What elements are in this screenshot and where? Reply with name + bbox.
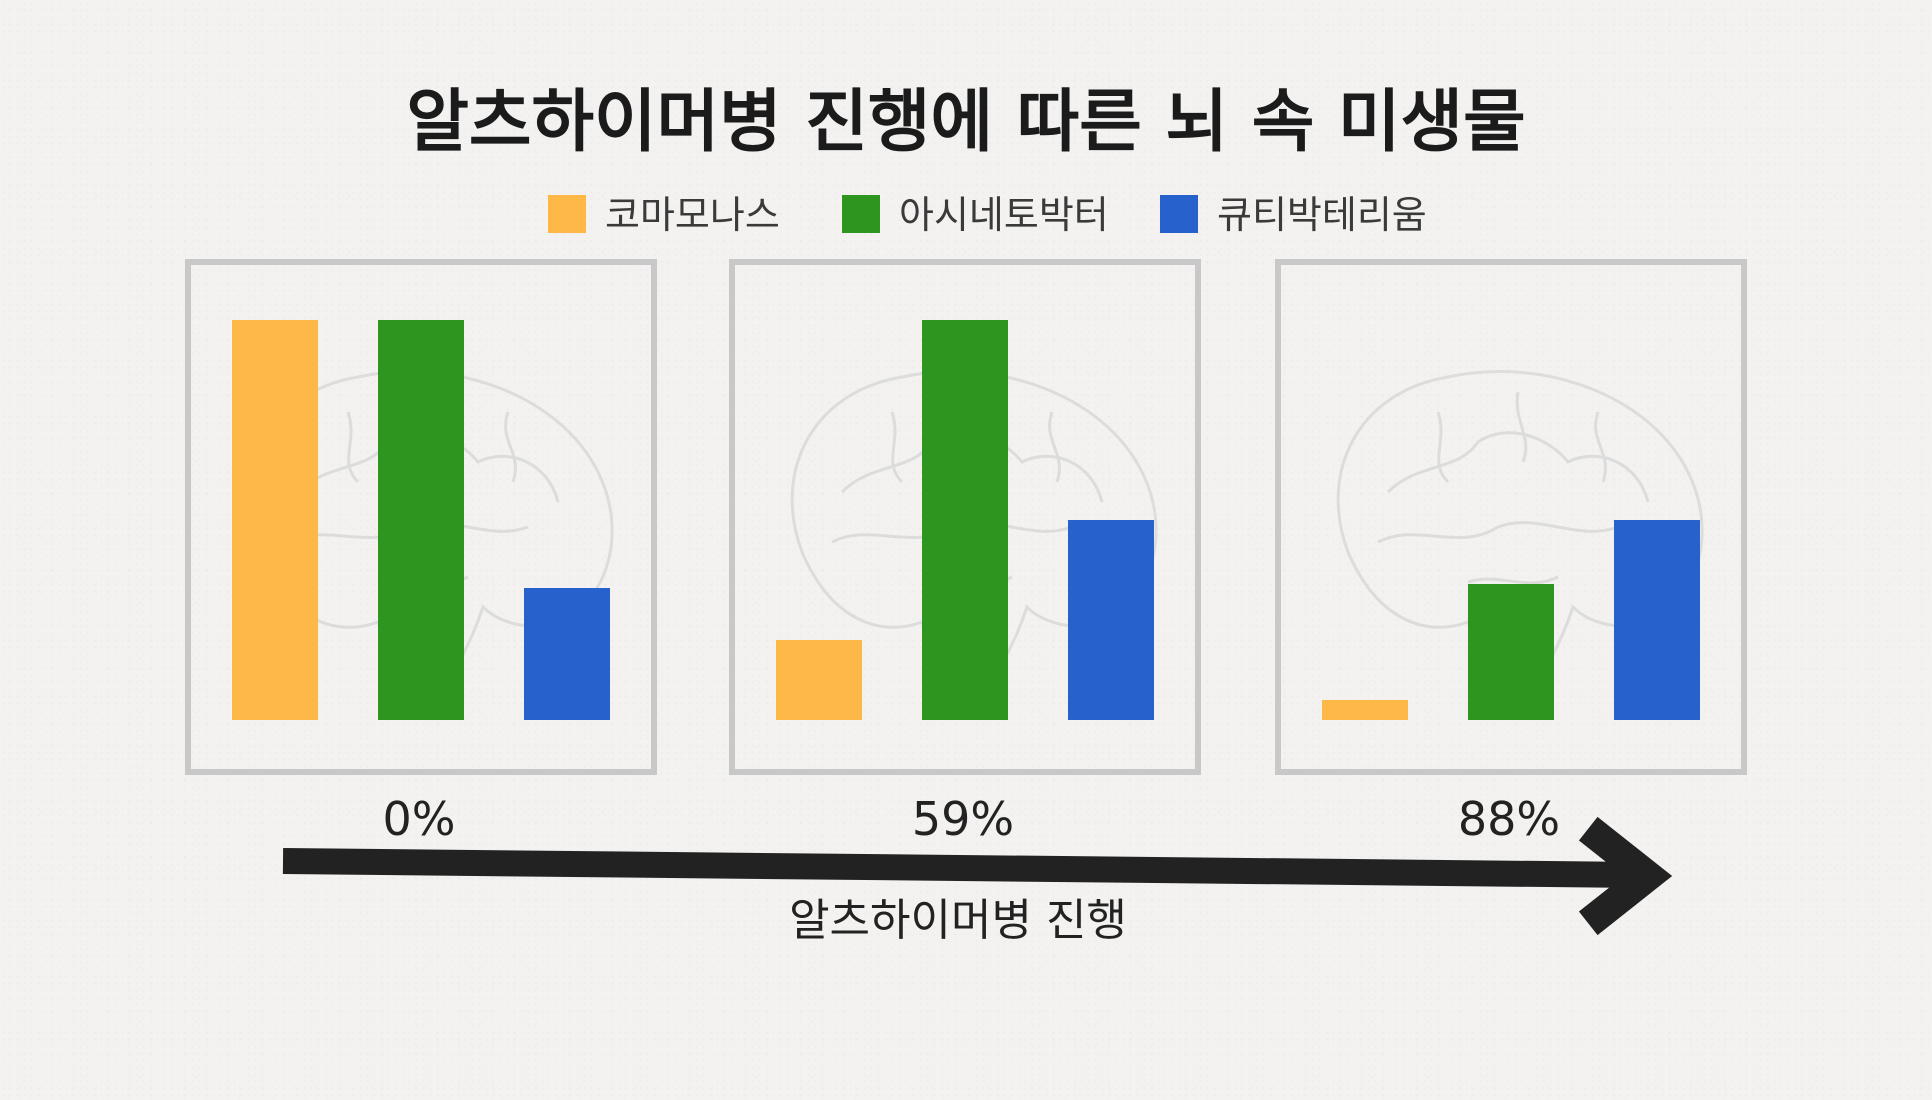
bar — [922, 320, 1008, 720]
category-label: 0% — [383, 792, 456, 846]
arrow-head — [1578, 816, 1673, 936]
legend: 코마모나스 아시네토박터 큐티박테리움 — [548, 193, 1427, 237]
legend-label: 코마모나스 — [605, 193, 780, 237]
panel: 0% — [185, 259, 657, 846]
legend-item: 아시네토박터 — [842, 193, 1109, 237]
bar — [524, 588, 610, 720]
panel: 88% — [1275, 259, 1747, 846]
arrow-shaft — [282, 848, 1641, 888]
bar — [1322, 700, 1408, 720]
category-label: 59% — [912, 792, 1014, 846]
legend-item: 코마모나스 — [548, 193, 780, 237]
category-label: 88% — [1458, 792, 1560, 846]
panel-frame — [185, 259, 657, 775]
panel: 59% — [729, 259, 1201, 846]
legend-swatch — [842, 195, 880, 233]
x-axis-label: 알츠하이머병 진행 — [789, 895, 1127, 946]
panels: 0% 59% 88% — [185, 259, 1747, 846]
panel-frame — [1275, 259, 1747, 775]
bar — [1614, 520, 1700, 720]
bar — [232, 320, 318, 720]
progress-arrow — [282, 816, 1673, 936]
legend-label: 큐티박테리움 — [1217, 193, 1427, 237]
legend-label: 아시네토박터 — [899, 193, 1109, 237]
bar — [1068, 520, 1154, 720]
chart-title: 알츠하이머병 진행에 따른 뇌 속 미생물 — [406, 83, 1525, 162]
legend-item: 큐티박테리움 — [1160, 193, 1427, 237]
bar — [776, 640, 862, 720]
bar — [378, 320, 464, 720]
legend-swatch — [1160, 195, 1198, 233]
panel-frame — [729, 259, 1201, 775]
legend-swatch — [548, 195, 586, 233]
bar — [1468, 584, 1554, 720]
